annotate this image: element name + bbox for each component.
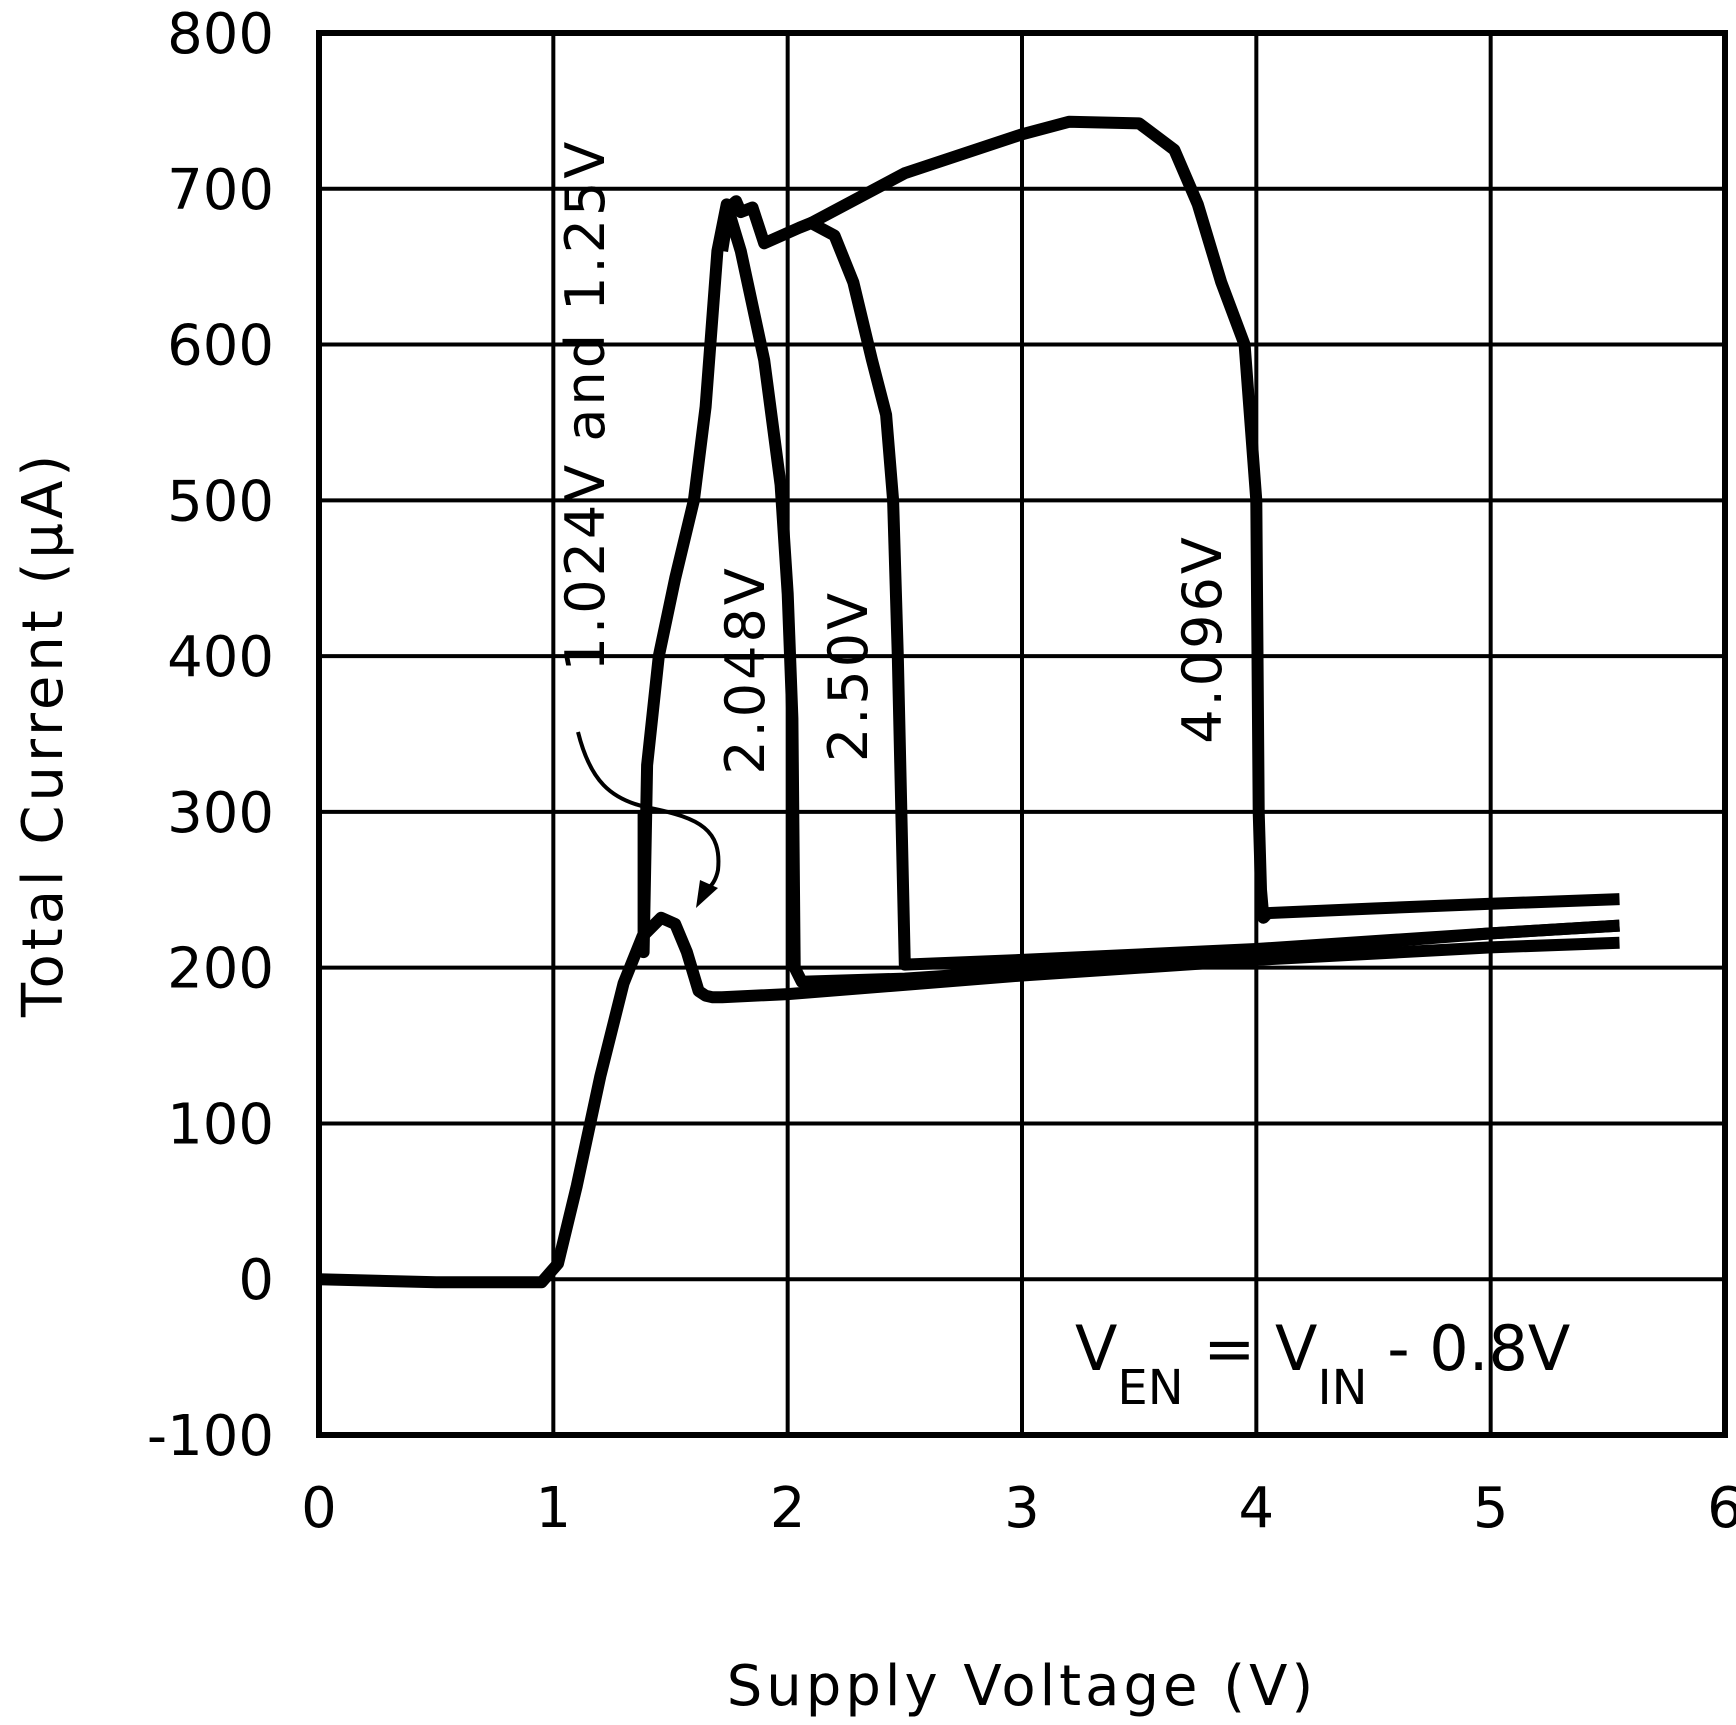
x-tick-label-0: 0 bbox=[301, 1476, 337, 1541]
annot-in-subscript: IN bbox=[1317, 1360, 1367, 1416]
x-tick-label-1: 1 bbox=[536, 1476, 572, 1541]
callout-arrow bbox=[576, 731, 721, 908]
y-tick-label-800: 800 bbox=[167, 2, 274, 67]
series-label-1024v-125v: 1.024V and 1.25V bbox=[554, 139, 617, 672]
annot-v-en: V bbox=[1075, 1312, 1117, 1385]
series-line-2-048v bbox=[637, 198, 1620, 988]
x-tick-label-4: 4 bbox=[1239, 1476, 1275, 1541]
annot-en-subscript: EN bbox=[1117, 1360, 1183, 1416]
series-label-250v: 2.50V bbox=[817, 590, 880, 762]
y-tick-label-300: 300 bbox=[167, 781, 274, 846]
y-tick-label-100: 100 bbox=[167, 1092, 274, 1157]
series-label-2048v: 2.048V bbox=[714, 565, 777, 775]
callout-arrowhead bbox=[696, 880, 718, 908]
y-tick-label-600: 600 bbox=[167, 314, 274, 379]
y-tick-label-0: 0 bbox=[238, 1248, 274, 1313]
y-axis-label: Total Current (µA) bbox=[11, 451, 76, 1018]
y-tick-label-400: 400 bbox=[167, 625, 274, 690]
condition-annotation: VEN = VIN - 0.8V bbox=[1075, 1312, 1570, 1416]
y-tick-label--100: -100 bbox=[147, 1404, 274, 1469]
series-line-4-096v bbox=[808, 115, 1620, 924]
curves bbox=[318, 115, 1620, 1289]
x-tick-label-6: 6 bbox=[1707, 1476, 1736, 1541]
y-tick-label-200: 200 bbox=[167, 937, 274, 1002]
y-tick-label-700: 700 bbox=[167, 158, 274, 223]
plot-frame bbox=[316, 30, 1728, 1438]
x-tick-label-5: 5 bbox=[1473, 1476, 1509, 1541]
x-axis-label: Supply Voltage (V) bbox=[727, 1654, 1318, 1719]
x-tick-label-2: 2 bbox=[770, 1476, 806, 1541]
series-line-2-50v bbox=[716, 195, 1620, 971]
x-tick-label-3: 3 bbox=[1004, 1476, 1040, 1541]
y-tick-label-500: 500 bbox=[167, 469, 274, 534]
callout-arrow-line bbox=[576, 731, 721, 892]
annot-equals-v: = V bbox=[1184, 1312, 1318, 1385]
tick-labels: 0 1 2 3 4 5 6 -100 0 100 200 300 400 500 600 700 800 bbox=[147, 2, 1736, 1541]
annot-tail: - 0.8V bbox=[1368, 1312, 1571, 1385]
series-label-4096v: 4.096V bbox=[1171, 534, 1234, 744]
